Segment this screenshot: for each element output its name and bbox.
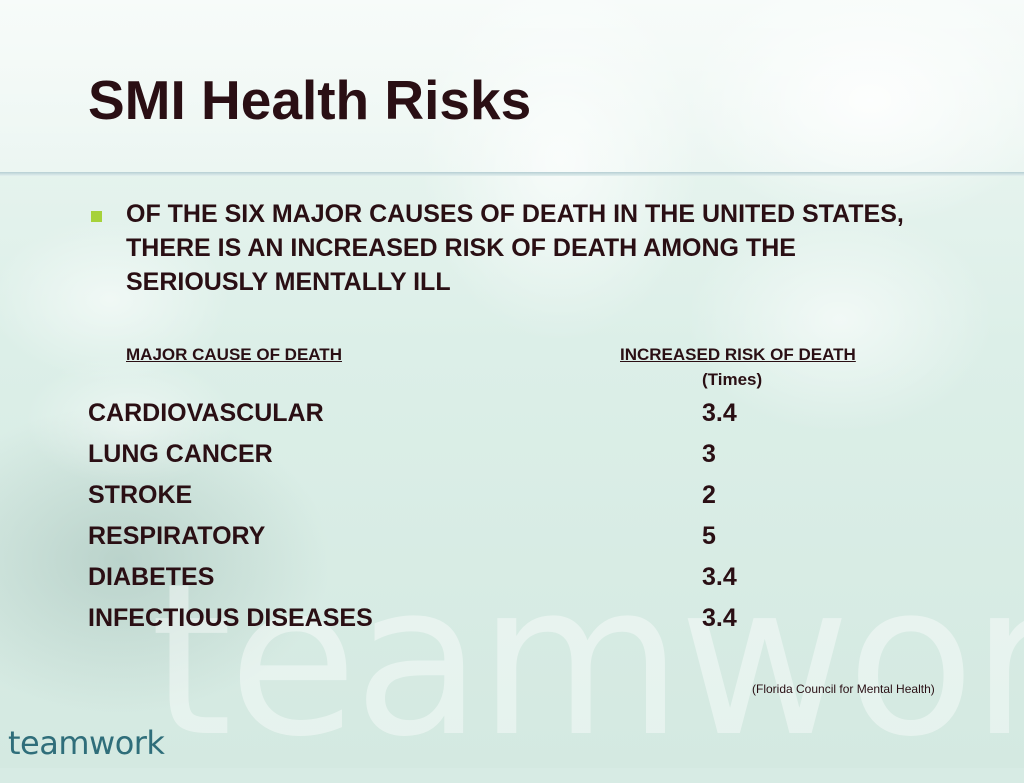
bullet-text: OF THE SIX MAJOR CAUSES OF DEATH IN THE …: [126, 200, 904, 296]
table-row: LUNG CANCER 3: [88, 436, 788, 477]
risk-cell: 2: [702, 481, 716, 509]
risk-cell: 3.4: [702, 604, 737, 632]
cause-cell: DIABETES: [88, 563, 215, 591]
column-header-risk: INCREASED RISK OF DEATH: [620, 345, 856, 364]
risk-cell: 3: [702, 440, 716, 468]
cause-cell: LUNG CANCER: [88, 440, 273, 468]
risk-table: CARDIOVASCULAR 3.4 LUNG CANCER 3 STROKE …: [88, 395, 788, 641]
table-row: INFECTIOUS DISEASES 3.4: [88, 600, 788, 641]
table-row: DIABETES 3.4: [88, 559, 788, 600]
column-header-risk-unit: (Times): [702, 370, 763, 389]
column-header-cause: MAJOR CAUSE OF DEATH: [126, 345, 342, 364]
watermark-text: teamwork: [150, 538, 1024, 783]
slide-title: SMI Health Risks: [88, 69, 532, 131]
title-divider: [0, 172, 1024, 176]
cause-cell: CARDIOVASCULAR: [88, 399, 324, 427]
title-band: [0, 0, 1024, 172]
table-row: CARDIOVASCULAR 3.4: [88, 395, 788, 436]
source-citation: (Florida Council for Mental Health): [752, 682, 935, 696]
risk-cell: 3.4: [702, 563, 737, 591]
cause-cell: RESPIRATORY: [88, 522, 266, 550]
cause-cell: INFECTIOUS DISEASES: [88, 604, 373, 632]
risk-cell: 3.4: [702, 399, 737, 427]
teamwork-logo: teamwork: [8, 724, 165, 762]
table-row: STROKE 2: [88, 477, 788, 518]
risk-cell: 5: [702, 522, 716, 550]
cause-cell: STROKE: [88, 481, 193, 509]
bullet-square-icon: [91, 211, 102, 222]
table-row: RESPIRATORY 5: [88, 518, 788, 559]
